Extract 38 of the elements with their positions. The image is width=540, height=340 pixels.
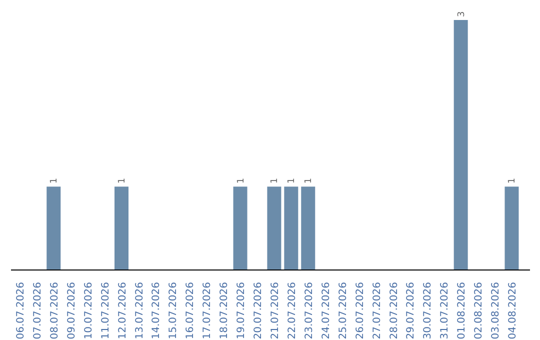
x-tick-label: 08.07.2026 bbox=[49, 282, 60, 340]
x-tick-label: 18.07.2026 bbox=[219, 282, 230, 340]
data-label: 1 bbox=[50, 178, 60, 184]
x-tick-label: 16.07.2026 bbox=[185, 282, 196, 340]
data-label: 1 bbox=[270, 178, 280, 184]
x-tick-label: 14.07.2026 bbox=[151, 282, 162, 340]
data-label: 1 bbox=[287, 178, 298, 184]
x-tick-label: 07.07.2026 bbox=[32, 282, 44, 340]
x-tick-label: 30.07.2026 bbox=[422, 282, 434, 340]
data-label: 1 bbox=[236, 178, 246, 184]
x-tick-label: 22.07.2026 bbox=[286, 282, 298, 340]
data-label: 1 bbox=[117, 178, 128, 184]
x-tick-label: 11.07.2026 bbox=[100, 282, 112, 340]
x-tick-label: 27.07.2026 bbox=[372, 282, 383, 340]
x-tick-label: 13.07.2026 bbox=[134, 282, 146, 340]
x-tick-label: 20.07.2026 bbox=[253, 282, 264, 340]
x-tick-label: 25.07.2026 bbox=[338, 282, 349, 340]
x-tick-label: 06.07.2026 bbox=[15, 282, 26, 340]
x-tick-label: 26.07.2026 bbox=[354, 282, 366, 340]
x-tick-label: 10.07.2026 bbox=[83, 282, 94, 340]
x-tick-label: 29.07.2026 bbox=[406, 282, 417, 340]
x-tick-label: 03.08.2026 bbox=[490, 282, 502, 340]
x-tick-label: 31.07.2026 bbox=[440, 282, 451, 340]
x-tick-label: 24.07.2026 bbox=[320, 282, 332, 340]
x-tick-label: 21.07.2026 bbox=[270, 282, 281, 340]
x-tick-label: 01.08.2026 bbox=[456, 282, 468, 340]
data-label: 1 bbox=[508, 178, 518, 184]
x-tick-label: 02.08.2026 bbox=[474, 282, 485, 340]
x-tick-label: 17.07.2026 bbox=[202, 282, 214, 340]
x-tick-label: 04.08.2026 bbox=[508, 282, 519, 340]
data-label: 3 bbox=[456, 11, 467, 17]
x-tick-label: 19.07.2026 bbox=[236, 282, 248, 340]
x-tick-label: 09.07.2026 bbox=[66, 282, 78, 340]
x-tick-label: 28.07.2026 bbox=[388, 282, 400, 340]
x-tick-label: 15.07.2026 bbox=[168, 282, 180, 340]
data-label: 1 bbox=[304, 178, 314, 184]
x-tick-label: 23.07.2026 bbox=[304, 282, 315, 340]
x-tick-label: 12.07.2026 bbox=[117, 282, 128, 340]
